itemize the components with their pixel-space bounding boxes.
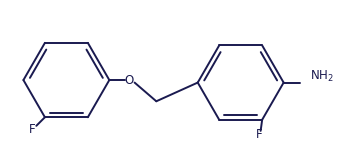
Text: F: F [256, 128, 263, 141]
Text: NH$_2$: NH$_2$ [310, 69, 334, 84]
Text: O: O [124, 74, 133, 87]
Text: F: F [29, 123, 36, 136]
